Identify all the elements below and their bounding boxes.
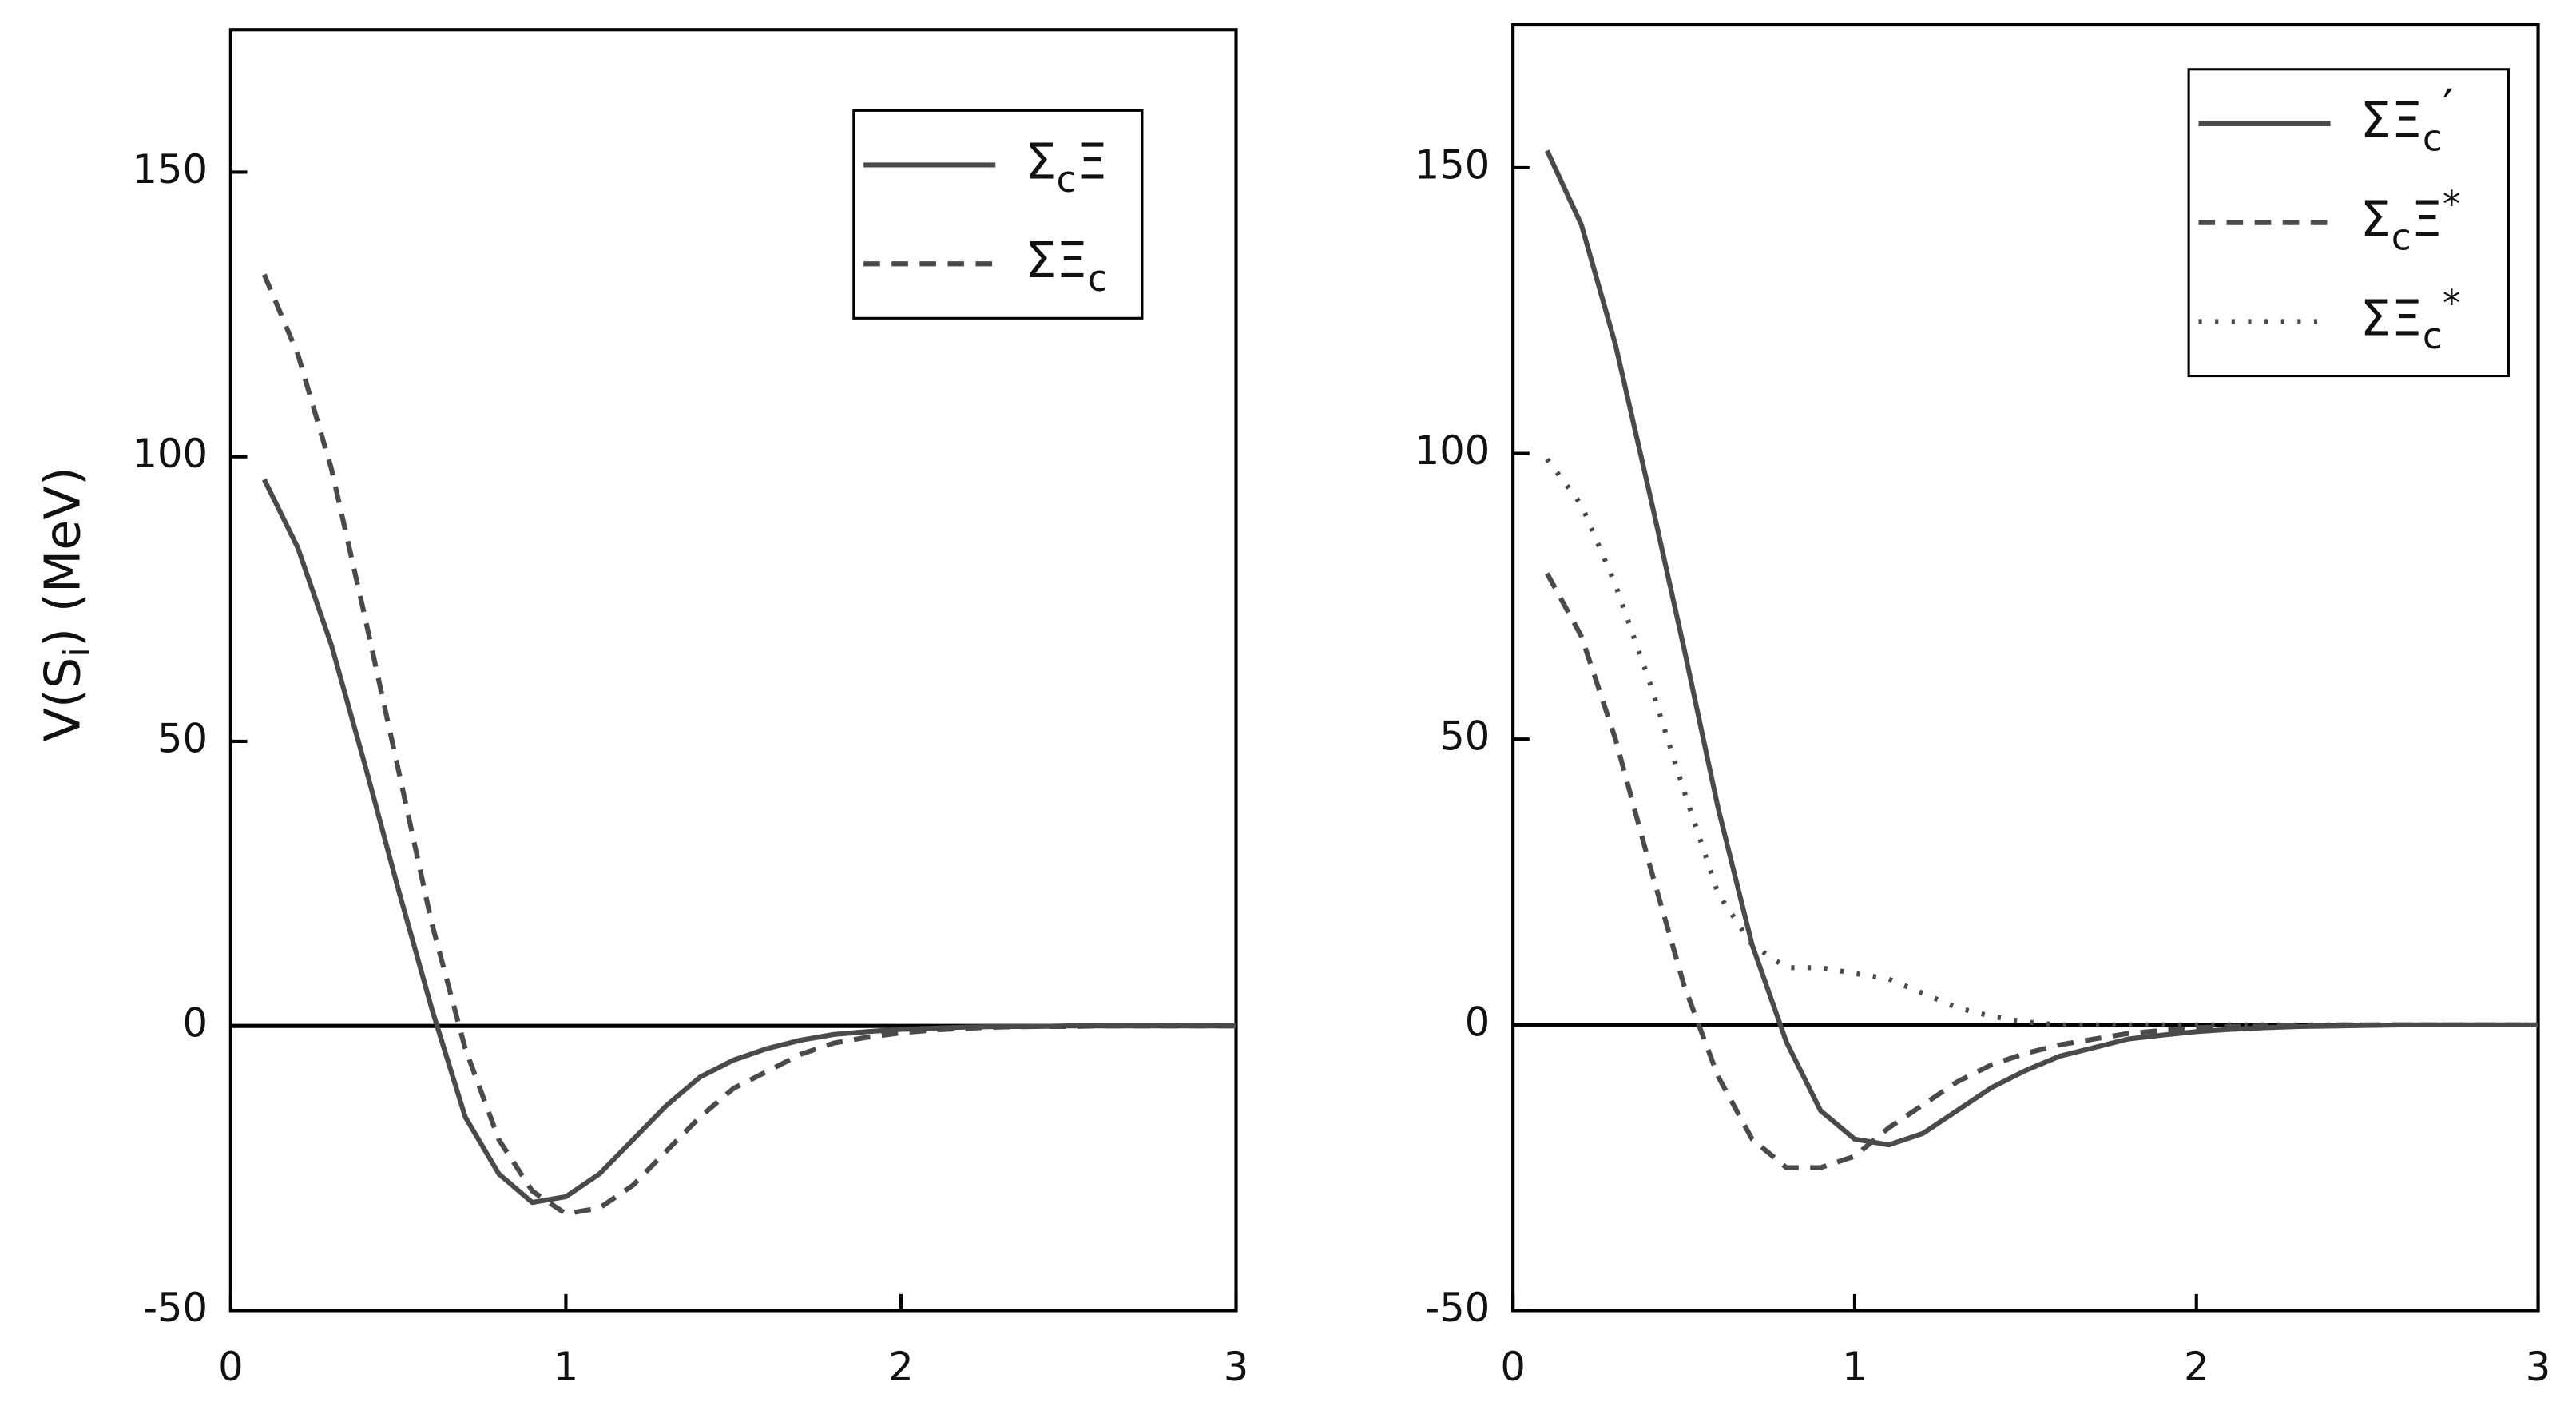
y-axis-label: V(Si) (MeV) — [34, 467, 98, 741]
y-tick-label: 100 — [1415, 427, 1490, 474]
y-tick-label: 0 — [1465, 999, 1490, 1045]
x-tick-label: 3 — [2526, 1344, 2551, 1390]
y-label-part: ) (MeV) — [34, 467, 92, 647]
legend-box — [852, 109, 1144, 320]
x-tick-label: 2 — [2184, 1344, 2209, 1390]
x-tick-label: 3 — [1224, 1344, 1249, 1390]
y-tick-label: 150 — [1415, 141, 1490, 188]
plot-frame — [1511, 22, 2540, 1313]
legend-label: ΣcΞ — [1025, 133, 1107, 201]
x-tick-label: 1 — [1842, 1344, 1868, 1390]
x-tick-label: 2 — [888, 1344, 914, 1390]
y-tick-label: 50 — [1439, 713, 1490, 760]
series-line — [1545, 457, 2538, 1027]
y-tick-label: 100 — [132, 431, 208, 477]
x-tick-label: 0 — [1500, 1344, 1526, 1390]
x-tick-label: 1 — [554, 1344, 579, 1390]
series-line — [261, 478, 1236, 1206]
x-tick-label: 0 — [218, 1344, 244, 1390]
y-label-part: V(S — [34, 657, 92, 742]
y-tick-label: 0 — [182, 1000, 208, 1047]
legend-label: ΣcΞ* — [2360, 183, 2461, 258]
series-line — [261, 273, 1236, 1217]
y-tick-label: -50 — [143, 1285, 208, 1331]
y-label-part: i — [56, 647, 98, 657]
series-line — [1545, 572, 2538, 1170]
y-tick-label: 50 — [157, 715, 208, 761]
legend-label: ΣΞc — [1025, 232, 1107, 299]
plot-frame — [228, 28, 1238, 1313]
legend-label: ΣΞc′ — [2360, 78, 2454, 159]
y-tick-label: 150 — [132, 146, 208, 193]
y-tick-label: -50 — [1425, 1285, 1490, 1331]
legend-label: ΣΞc* — [2360, 281, 2461, 356]
